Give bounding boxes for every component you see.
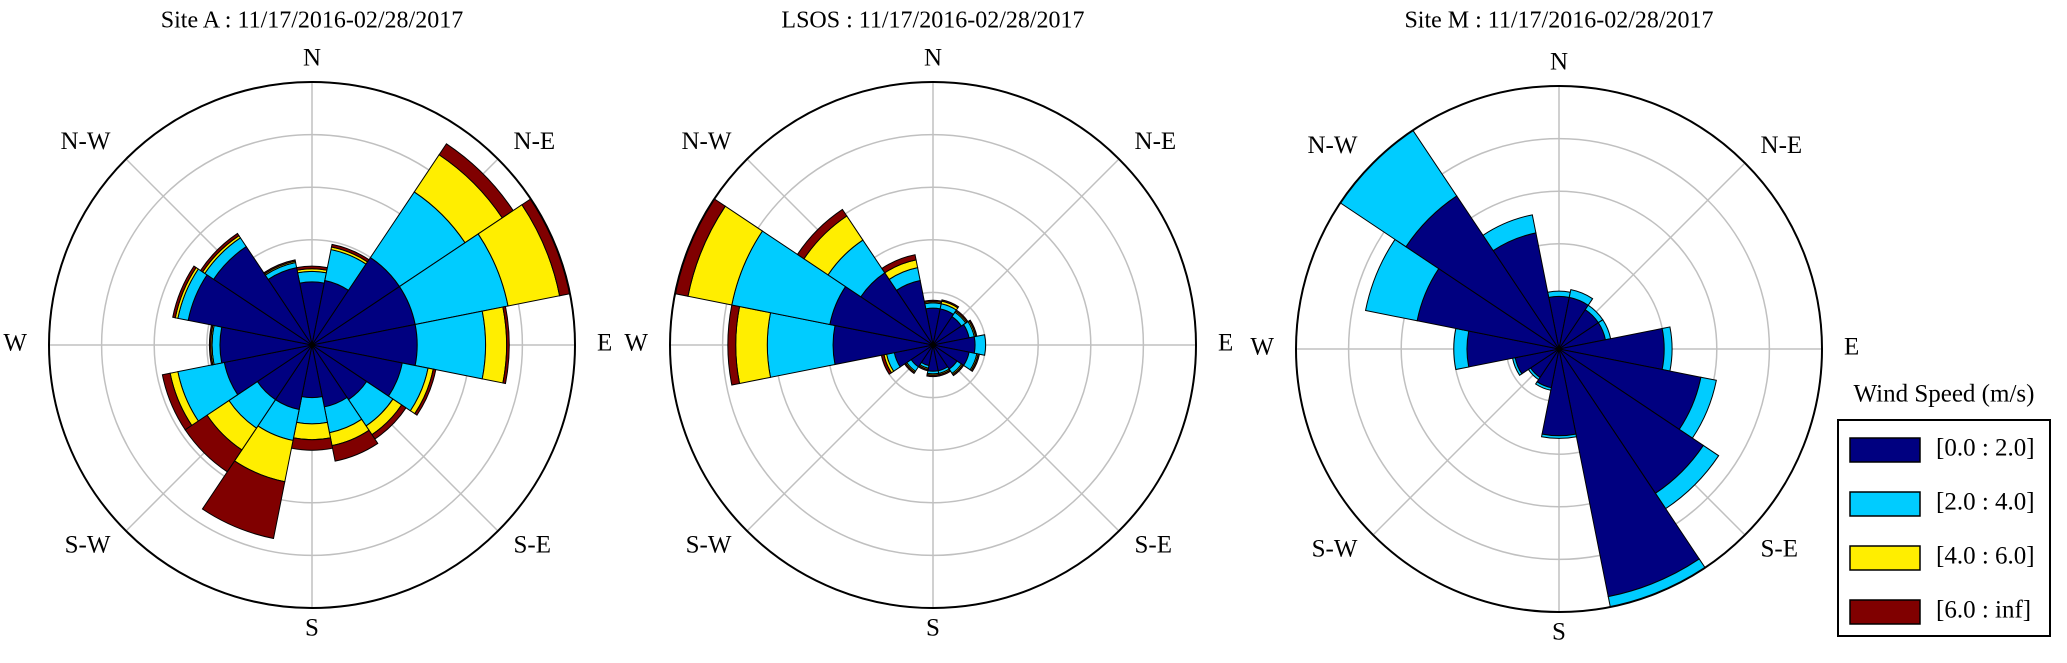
wind-segment — [1547, 290, 1571, 298]
wind-segment — [796, 208, 848, 260]
wind-segment — [172, 265, 197, 319]
plot-border — [669, 81, 1197, 609]
legend-swatch — [1849, 599, 1921, 625]
wind-segment — [263, 259, 296, 275]
direction-label: W — [624, 330, 648, 357]
wind-segment — [290, 437, 334, 451]
wind-segment — [211, 324, 223, 366]
wind-segment — [1453, 327, 1470, 371]
direction-label: S — [305, 615, 319, 642]
direction-label: N — [1550, 49, 1568, 76]
direction-label: E — [597, 330, 612, 357]
direction-label: N-W — [60, 128, 110, 155]
direction-label: S-W — [1312, 535, 1358, 562]
wind-segment — [1482, 214, 1537, 252]
chart-title: Site M : 11/17/2016-02/28/2017 — [1404, 8, 1713, 34]
wind-segment — [1568, 289, 1594, 306]
direction-label: S-W — [65, 531, 111, 558]
direction-label: S-E — [1135, 531, 1173, 558]
grid-spoke — [932, 344, 1120, 532]
direction-label: S-E — [1761, 535, 1799, 562]
direction-label: N-E — [1761, 132, 1803, 159]
wind-segment — [1534, 381, 1552, 391]
direction-label: S — [926, 615, 940, 642]
direction-label: N-W — [1307, 132, 1357, 159]
grid-spoke — [746, 344, 934, 532]
chart-title: Site A : 11/17/2016-02/28/2017 — [161, 8, 463, 34]
legend-label: [6.0 : inf] — [1936, 597, 2031, 624]
direction-label: N-E — [514, 128, 556, 155]
wind-segment — [926, 374, 940, 378]
wind-segment — [952, 364, 965, 377]
wind-segment — [481, 306, 508, 384]
direction-label: E — [1218, 330, 1233, 357]
wind-segment — [201, 460, 286, 540]
legend-swatch — [1849, 545, 1921, 571]
wind-segment — [161, 372, 193, 431]
chart-title: LSOS : 11/17/2016-02/28/2017 — [781, 8, 1084, 34]
grid-spoke — [932, 158, 1120, 346]
direction-label: S-W — [686, 531, 732, 558]
direction-label: S — [1552, 619, 1566, 646]
wind-segment — [881, 254, 917, 274]
wind-segment — [1540, 433, 1578, 439]
wind-segment — [970, 353, 981, 372]
direction-label: W — [1250, 334, 1274, 361]
direction-label: N — [303, 45, 321, 72]
wind-segment — [297, 270, 327, 284]
direction-label: S-E — [514, 531, 552, 558]
wind-segment — [941, 299, 960, 309]
wind-segment — [292, 421, 332, 441]
grid-spoke — [1372, 348, 1560, 536]
legend-label: [4.0 : 6.0] — [1936, 543, 2035, 570]
wind-segment — [414, 368, 437, 416]
direction-label: N-W — [681, 128, 731, 155]
legend-label: [2.0 : 4.0] — [1936, 489, 2035, 516]
legend-label: [0.0 : 2.0] — [1936, 435, 2035, 462]
legend-title: Wind Speed (m/s) — [1854, 381, 2035, 408]
direction-label: N-E — [1135, 128, 1177, 155]
legend-swatch — [1849, 491, 1921, 517]
plot-border — [48, 81, 576, 609]
plot-border — [1295, 85, 1823, 613]
wind-segment — [502, 305, 510, 385]
direction-label: W — [3, 330, 27, 357]
wind-segment — [973, 334, 987, 356]
wind-segment — [735, 305, 772, 385]
direction-label: E — [1844, 334, 1859, 361]
wind-segment — [199, 232, 240, 273]
legend-swatch — [1849, 437, 1921, 463]
direction-label: N — [924, 45, 942, 72]
wind-segment — [331, 429, 379, 462]
